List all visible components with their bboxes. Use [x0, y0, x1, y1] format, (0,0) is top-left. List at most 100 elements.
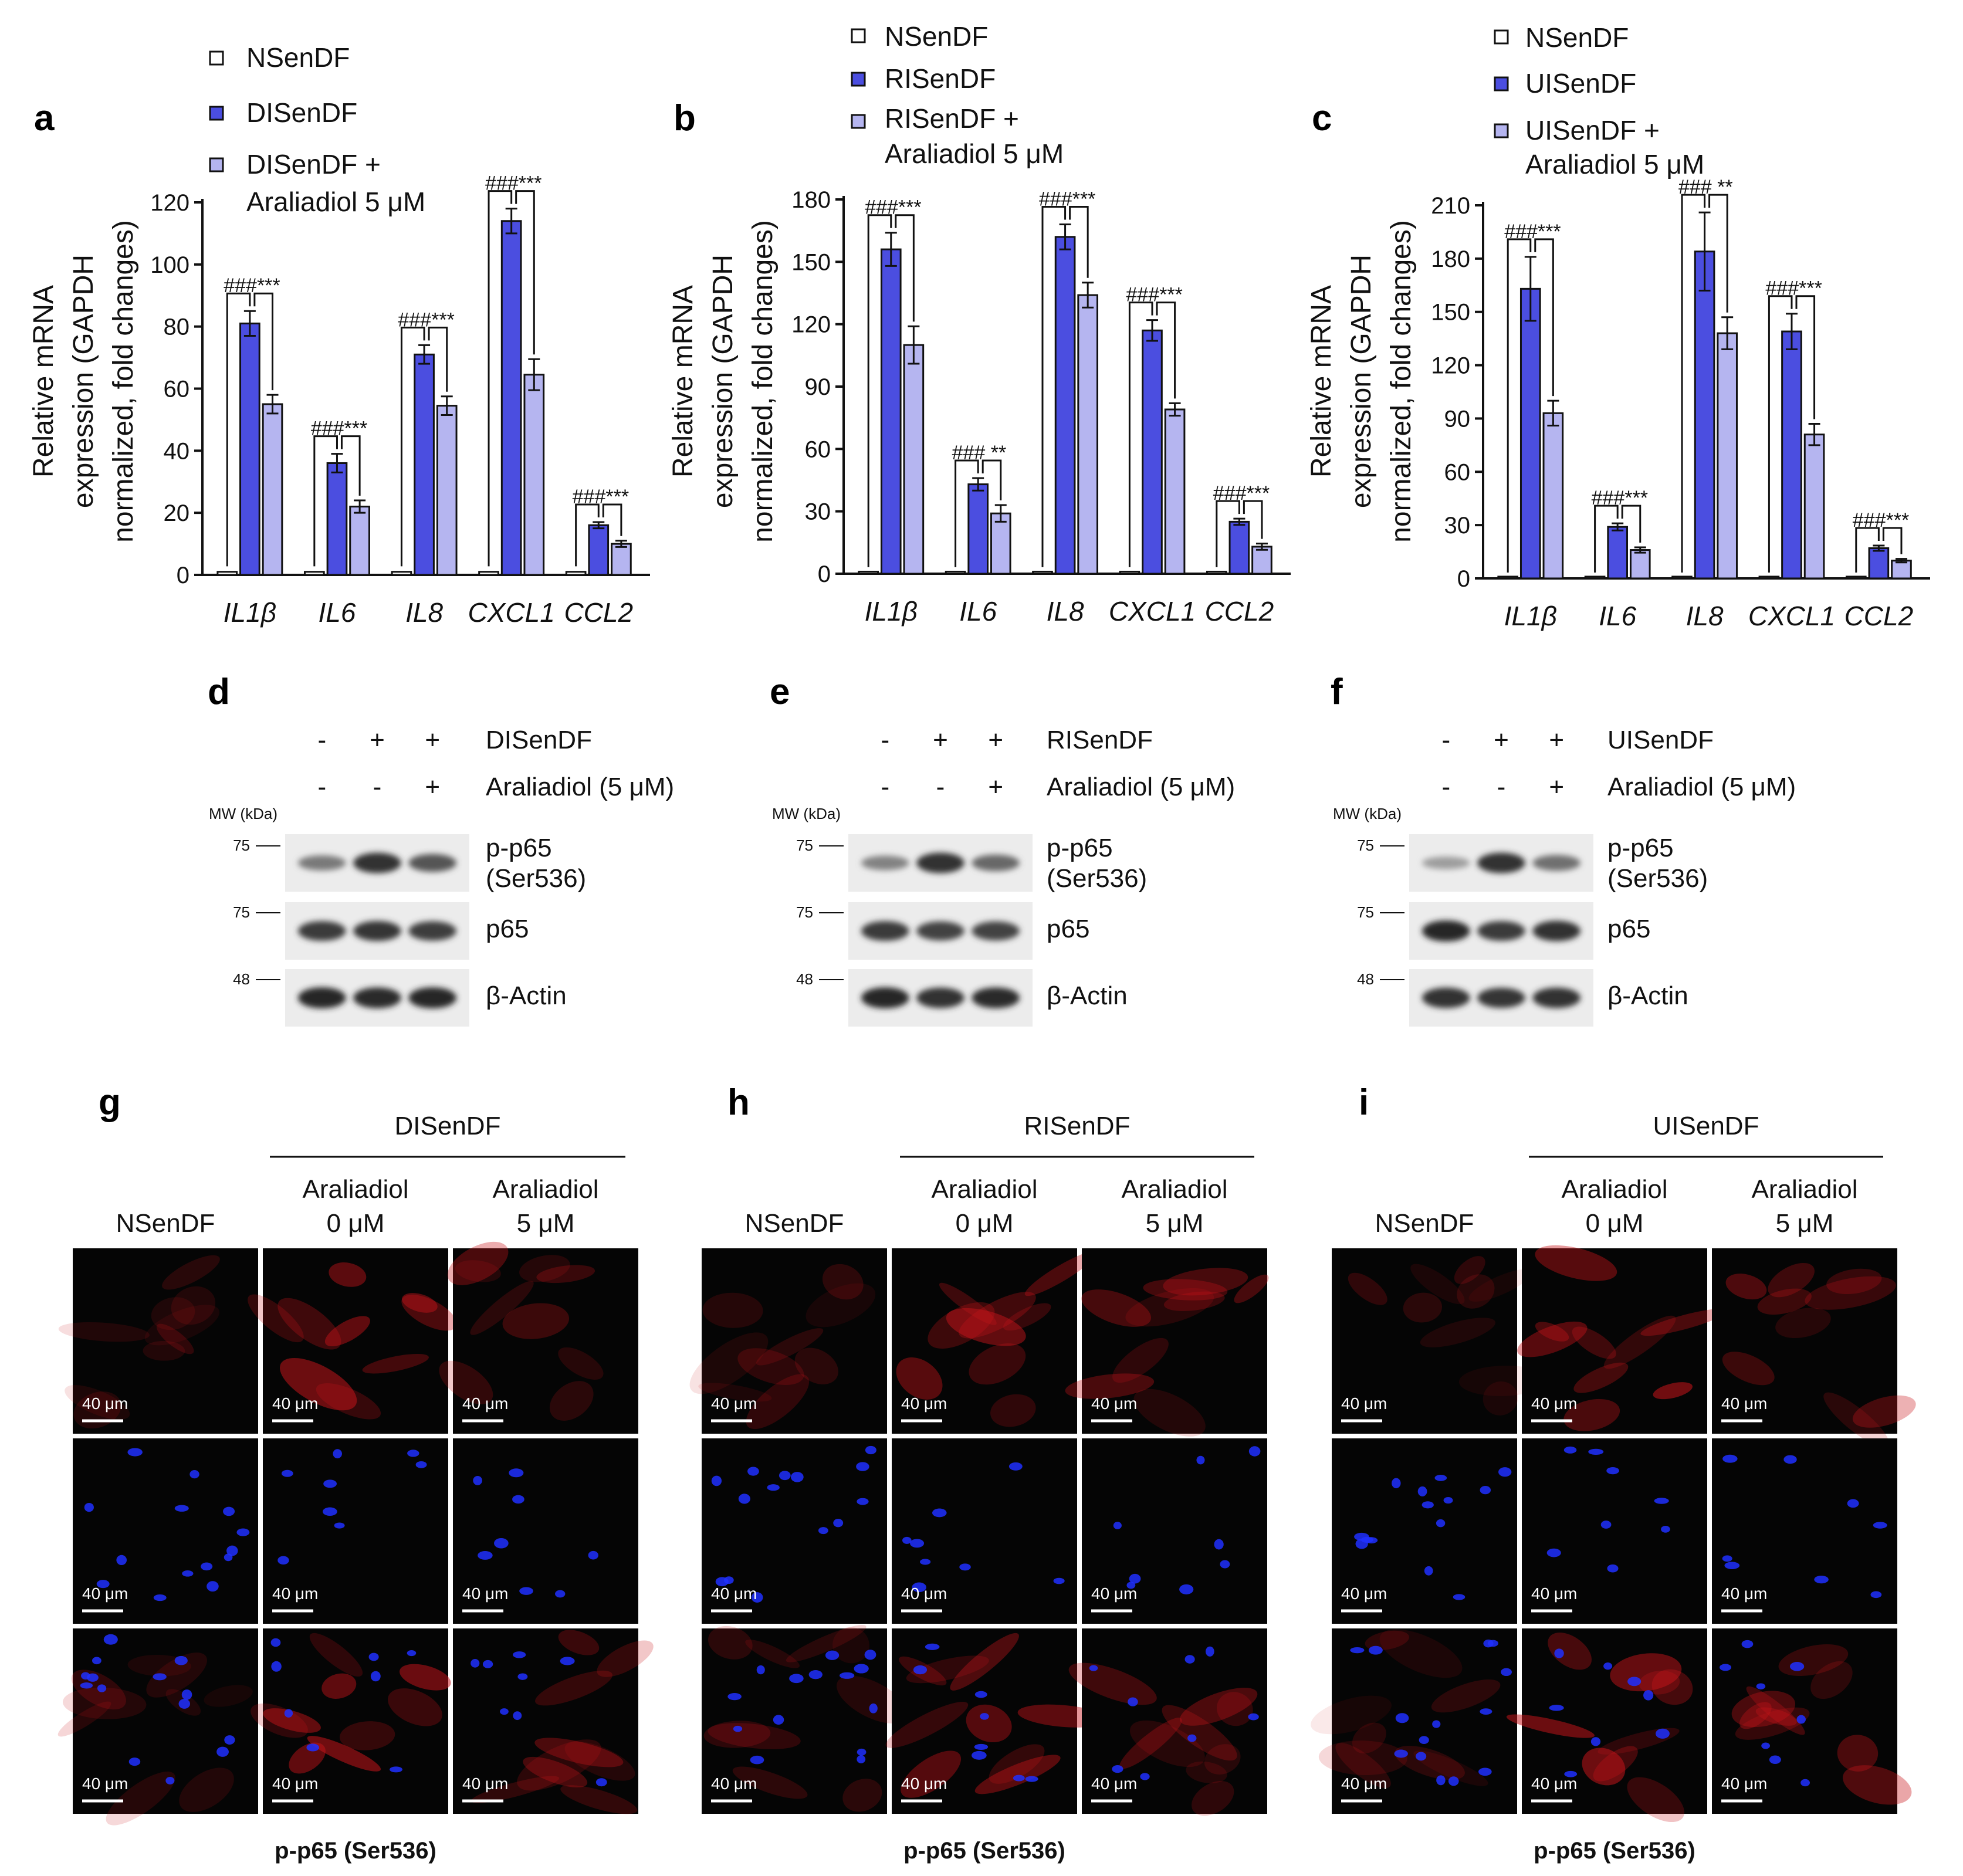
nucleus-stain-blue [189, 1470, 199, 1479]
cell-stain-red [959, 1292, 1036, 1339]
cell-stain-red [502, 1303, 570, 1339]
y-axis-label: Relative mRNA [28, 285, 59, 478]
cell-stain-red [732, 1766, 808, 1799]
micrograph-tile: 40 μm [1332, 1438, 1517, 1624]
cell-stain-red [1204, 1744, 1241, 1775]
nucleus-stain-blue [1722, 1555, 1732, 1562]
cell-stain-red [1739, 1702, 1772, 1729]
cell-stain-red [1192, 1781, 1234, 1816]
y-tick-label: 100 [150, 252, 189, 278]
legend-swatch-senescent [851, 72, 866, 87]
column-label: Araliadiol [493, 1175, 599, 1204]
cell-stain-red [1119, 1718, 1182, 1769]
cell-stain-red [251, 1703, 308, 1738]
significance-bracket [488, 190, 513, 567]
x-category-label: IL8 [1047, 596, 1084, 627]
western-blot-f: - + + - - + UISenDF Araliadiol (5 μM) MW (kDa) 75… [1333, 726, 1796, 1027]
cell-stain-red [162, 1255, 220, 1290]
bar [880, 248, 902, 575]
nucleus-stain-blue [1392, 1478, 1401, 1489]
cell-stain-red [1186, 1761, 1227, 1783]
cell-stain-red [248, 1294, 304, 1343]
bar [523, 374, 545, 576]
cell-stain-red [1768, 1262, 1815, 1298]
nucleus-stain-blue [1643, 1690, 1654, 1701]
scale-bar-label: 40 μm [711, 1584, 757, 1603]
blot-band [408, 854, 457, 872]
cell-stain-red [1395, 1746, 1465, 1780]
cell-stain-red [179, 1767, 234, 1812]
mw-marker-label: 48 [1357, 970, 1374, 988]
nucleus-stain-blue [1800, 1779, 1810, 1787]
nucleus-stain-blue [724, 1576, 734, 1584]
nucleus-stain-blue [789, 1674, 804, 1684]
cell-stain-red [950, 1633, 1019, 1691]
panel-label-d: d [208, 672, 230, 712]
mw-marker-label: 48 [233, 970, 250, 988]
treatment-label: Araliadiol (5 μM) [1607, 773, 1796, 801]
cell-stain-red [388, 1688, 442, 1726]
blot-band [297, 921, 346, 941]
cell-stain-red [756, 1328, 824, 1366]
legend-swatch-araliadiol [851, 114, 866, 129]
bar [1694, 250, 1715, 580]
significance-bracket [253, 292, 274, 391]
nucleus-stain-blue [86, 1673, 99, 1682]
nucleus-stain-blue [128, 1758, 141, 1766]
lane-sign: - [373, 773, 382, 801]
cell-stain-red [1003, 1303, 1051, 1331]
lane-sign: - [1497, 773, 1506, 801]
x-category-label: CXCL1 [1109, 596, 1196, 627]
micrograph-tile: 40 μm [73, 1438, 258, 1624]
nucleus-stain-blue [791, 1472, 804, 1482]
nucleus-stain-blue [92, 1657, 101, 1665]
cell-stain-red [58, 1322, 150, 1342]
cell-stain-red [990, 1394, 1036, 1427]
cell-stain-red [786, 1625, 867, 1662]
nucleus-stain-blue [1416, 1752, 1427, 1761]
y-tick-label: 120 [150, 190, 189, 216]
mw-title: MW (kDa) [772, 805, 841, 822]
significance-bracket [226, 292, 251, 567]
cell-stain-red [1348, 1272, 1387, 1305]
blot-band [861, 855, 909, 871]
nucleus-stain-blue [1814, 1575, 1829, 1584]
nucleus-stain-blue [281, 1469, 293, 1477]
y-tick-label: 90 [1444, 406, 1471, 432]
significance-bracket [1855, 527, 1880, 573]
scale-bar-label: 40 μm [1721, 1584, 1767, 1603]
nucleus-stain-blue [1724, 1562, 1740, 1570]
nucleus-stain-blue [1796, 1715, 1806, 1724]
cell-stain-red [1179, 1688, 1258, 1726]
nucleus-stain-blue [1789, 1661, 1805, 1671]
nucleus-stain-blue [494, 1538, 509, 1549]
legend-label: Araliadiol 5 μM [1525, 149, 1704, 180]
significance-bracket [982, 459, 1002, 501]
nucleus-stain-blue [174, 1655, 188, 1665]
scale-bar-label: 40 μm [711, 1394, 757, 1413]
cell-stain-red [1112, 1337, 1169, 1383]
nucleus-stain-blue [1606, 1467, 1619, 1475]
cell-stain-red [1410, 1264, 1465, 1305]
bar [303, 571, 325, 576]
nucleus-stain-blue [97, 1684, 107, 1692]
column-label: Araliadiol [1122, 1175, 1228, 1204]
nucleus-stain-blue [334, 1522, 345, 1529]
legend-label: RISenDF [885, 63, 996, 94]
significance-bracket [313, 435, 338, 567]
nucleus-stain-blue [825, 1650, 840, 1660]
nucleus-stain-blue [588, 1550, 598, 1560]
lane-sign: + [425, 773, 440, 801]
scale-bar-label: 40 μm [82, 1584, 128, 1603]
nucleus-stain-blue [333, 1449, 342, 1459]
cell-stain-red [321, 1673, 357, 1699]
blot-band [972, 987, 1020, 1008]
lane-sign: + [370, 726, 385, 754]
cell-stain-red [1365, 1630, 1409, 1651]
nucleus-stain-blue [1870, 1591, 1882, 1599]
nucleus-stain-blue [773, 1715, 784, 1725]
bar [216, 571, 238, 576]
bar [1206, 570, 1227, 575]
significance-label: ###*** [398, 309, 454, 331]
micrograph-tile: 40 μm [892, 1438, 1077, 1624]
